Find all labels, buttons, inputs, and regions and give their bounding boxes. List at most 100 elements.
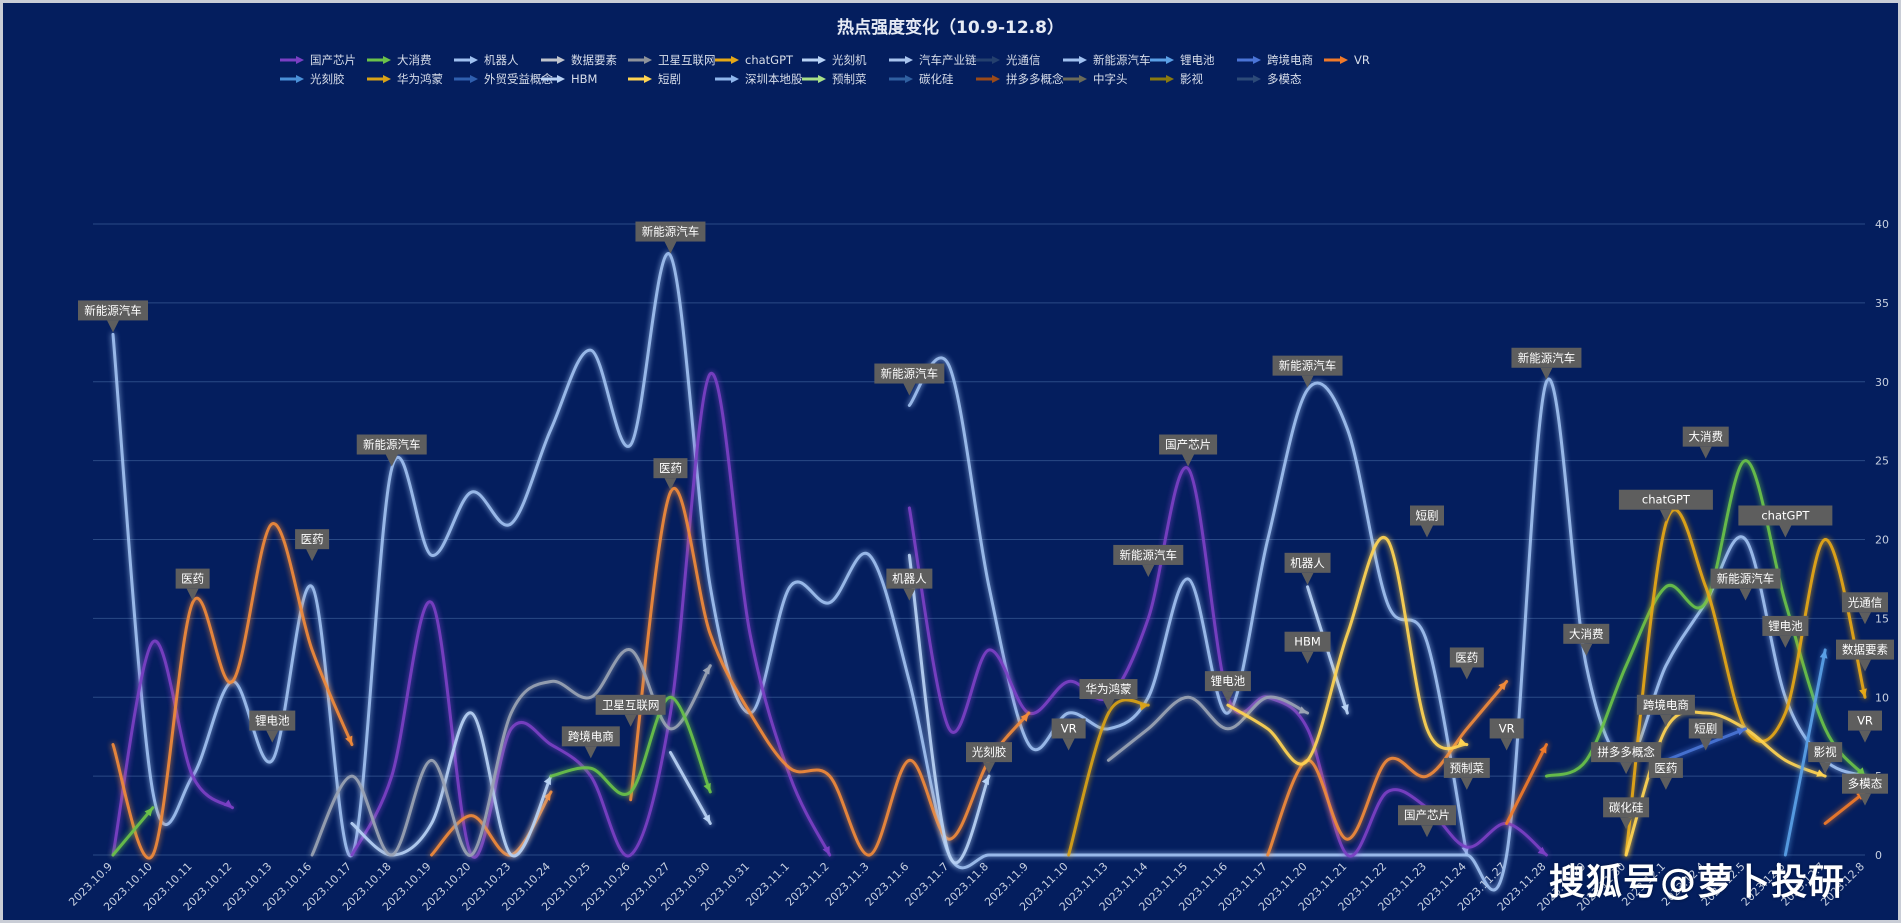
legend-item: 光刻机 [800,52,867,68]
data-label-box [1159,434,1218,455]
legend-item: 碳化硅 [887,71,954,87]
data-label-box [1618,489,1713,510]
legend-arrow-icon [454,56,478,64]
data-label: 医药 [175,568,210,601]
data-label-box [1449,647,1484,668]
legend-item: 新能源汽车 [1061,52,1151,68]
series-line [350,372,832,859]
legend-arrow-icon [1150,56,1174,64]
data-label-text: 拼多多概念 [1597,745,1655,759]
legend-item: 拼多多概念 [974,71,1064,87]
data-label-box [1563,623,1610,644]
legend-arrow-icon [1063,56,1087,64]
data-label-box [653,458,688,479]
series-arrow [1819,649,1828,659]
legend-item: 多模态 [1235,71,1302,87]
legend-arrow-icon [715,56,739,64]
data-label-pointer [1421,825,1433,838]
y-tick-label: 25 [1875,455,1889,468]
data-label-pointer [1301,572,1314,585]
chart-title: 热点强度变化（10.9-12.8） [837,18,1064,38]
data-label: VR [1489,718,1524,751]
data-label-pointer [1699,446,1712,459]
series-line [1783,648,1827,857]
data-label-pointer [1659,509,1672,522]
legend-arrow-icon [715,75,739,83]
legend-label: 预制菜 [832,72,867,86]
data-label-pointer [983,762,995,775]
data-label-box [1682,426,1729,447]
legend-arrow-icon [367,75,391,83]
data-label-pointer [266,730,279,743]
data-label: HBM [1284,631,1331,664]
legend-arrow-icon [1063,75,1087,83]
watermark: 搜狐号@萝卜投研 [1549,862,1846,903]
data-label-pointer [1301,651,1314,664]
legend-item: 大消费 [365,52,432,68]
series-arrow [1457,737,1467,746]
data-label-box [1688,718,1723,739]
data-label-pointer [1142,564,1155,577]
data-label-pointer [903,383,916,396]
data-label-box [1591,742,1662,763]
data-label: 新能源汽车 [1113,544,1184,577]
legend-label: 深圳本地股 [745,72,803,86]
data-label-text: 数据要素 [1842,643,1888,657]
data-label-pointer [664,478,677,491]
series-arrow [822,846,830,855]
data-label-box [1410,505,1444,526]
data-label: 新能源汽车 [1710,568,1781,601]
series-0 [111,252,1867,892]
legend-arrow-icon [802,75,826,83]
legend-arrow-icon [367,56,391,64]
series-line [907,553,991,865]
series-arrow [1139,702,1149,711]
data-label-pointer [1460,667,1473,680]
data-label-text: 光刻胶 [972,745,1007,759]
legend-label: 短剧 [658,72,681,86]
legend-arrow-icon [1237,56,1261,64]
data-label: 机器人 [886,568,933,601]
data-label-text: 预制菜 [1450,761,1485,775]
data-label-box [1842,592,1888,613]
legend-item: 光刻胶 [278,71,345,87]
legend-arrow-icon [802,56,826,64]
data-label-text: 卫星互联网 [602,698,660,712]
y-tick-label: 15 [1875,612,1889,625]
data-label: 机器人 [1284,552,1331,585]
legend-label: 国产芯片 [310,53,356,67]
y-tick-label: 10 [1875,691,1889,704]
legend-item: 短剧 [626,71,681,87]
data-label: chatGPT [1618,489,1713,522]
y-tick-label: 0 [1875,849,1882,862]
data-label-box [886,568,933,589]
data-label-pointer [624,714,637,727]
data-label: VR [1848,710,1882,743]
legend-item: 锂电池 [1148,52,1215,68]
data-label: VR [1051,718,1086,751]
data-label-pointer [1580,643,1593,656]
data-label: 医药 [1449,647,1484,680]
data-label-box [295,529,330,550]
series-arrow [1341,704,1349,714]
data-label-box [1710,568,1781,589]
legend-label: chatGPT [745,53,794,67]
data-label-pointer [664,241,677,254]
legend-label: 光刻胶 [310,72,345,86]
series-line [907,466,1548,858]
data-label: 大消费 [1682,426,1729,459]
series-line [111,639,234,857]
series-arrow [1816,769,1826,777]
data-label: 新能源汽车 [1511,347,1582,380]
legend-item: 汽车产业链 [887,52,977,68]
series-arrow [981,776,989,786]
data-label: 新能源汽车 [1272,355,1343,388]
data-label-pointer [1182,454,1195,467]
legend-label: 汽车产业链 [919,53,977,67]
legend-label: 大消费 [397,53,432,67]
legend-item: 影视 [1148,71,1203,87]
y-tick-label: 20 [1875,534,1889,547]
legend-label: HBM [571,72,598,86]
legend-arrow-icon [889,75,913,83]
data-label-text: HBM [1294,635,1320,649]
